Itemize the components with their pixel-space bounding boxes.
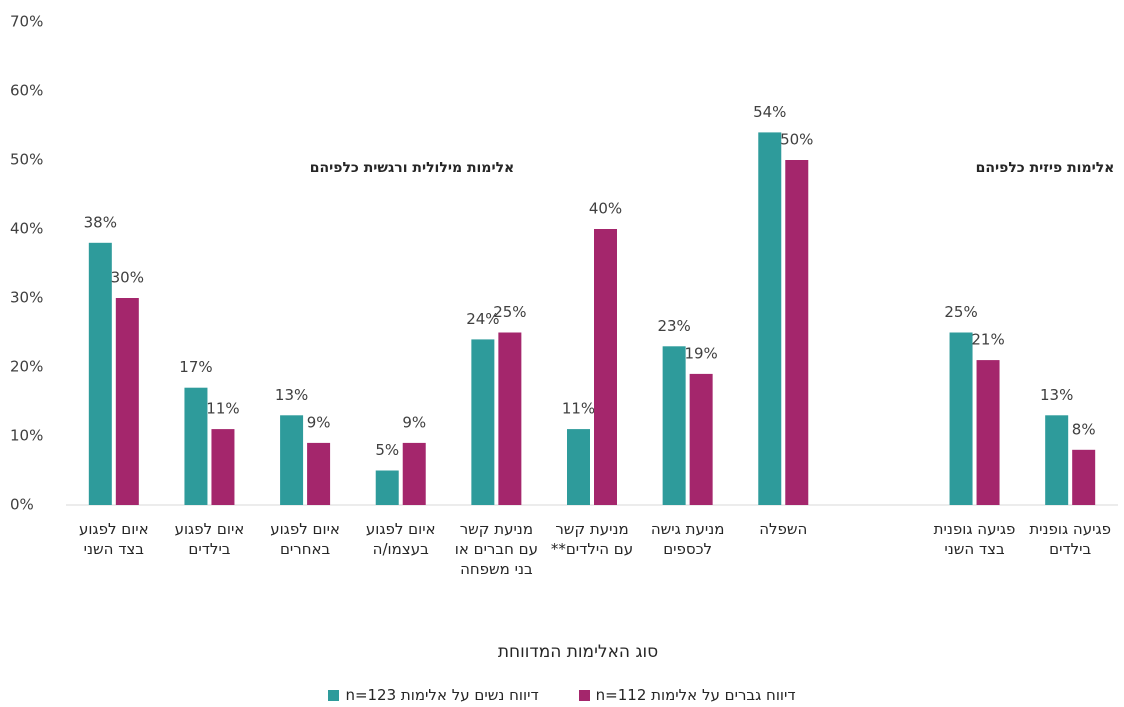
x-tick-label-box: השפלה <box>759 520 808 538</box>
value-label: 23% <box>657 317 690 335</box>
y-tick-label: 70% <box>10 13 43 31</box>
bar <box>471 339 495 505</box>
value-label: 38% <box>84 213 117 231</box>
legend-item: דיווח גברים על אלימות n=112 <box>578 686 796 704</box>
x-tick-label: מניעת קשר עם הילדים** <box>550 520 634 558</box>
value-label: 19% <box>684 344 717 362</box>
value-label: 24% <box>466 310 499 328</box>
y-tick-label: 60% <box>10 82 43 100</box>
legend-swatch <box>328 689 340 701</box>
bar <box>280 415 304 505</box>
value-label: 30% <box>111 269 144 287</box>
y-tick-label: 50% <box>10 151 43 169</box>
bar <box>662 346 686 505</box>
bar <box>594 229 617 505</box>
value-label: 40% <box>589 200 622 218</box>
x-tick-label: פגיעה גופנית בצד השני <box>933 520 1016 558</box>
chart: אלימות מילולית ורגשית כלפיהם אלימות פיזי… <box>10 13 1118 662</box>
bar <box>498 332 522 505</box>
annotation: אלימות מילולית ורגשית כלפיהם <box>310 160 514 176</box>
bar <box>307 442 331 505</box>
bar <box>211 429 235 505</box>
y-tick-label: 40% <box>10 220 43 238</box>
y-tick-label: 0% <box>10 496 34 514</box>
annotation: אלימות פיזית כלפיהם <box>976 160 1115 176</box>
value-label: 25% <box>493 303 526 321</box>
y-tick-label: 30% <box>10 289 43 307</box>
x-tick-label-box: איום לפגוע בילדים <box>174 520 245 558</box>
x-axis-label: סוג האלימות המדווחת <box>498 642 658 662</box>
x-tick-label-box: מניעת קשר עם הילדים** <box>550 520 634 558</box>
legend: דיווח נשים על אלימות n=123 דיווח גברים על… <box>0 686 1124 704</box>
bar <box>375 470 399 505</box>
x-tick-label: איום לפגוע בצד השני <box>78 520 149 558</box>
x-tick-label-box: פגיעה גופנית בצד השני <box>933 520 1016 558</box>
bar <box>88 242 112 506</box>
value-label: 54% <box>753 103 786 121</box>
bar <box>1072 449 1096 505</box>
bar <box>402 442 426 505</box>
y-tick-label: 20% <box>10 358 43 376</box>
legend-item: דיווח נשים על אלימות n=123 <box>328 686 539 704</box>
x-tick-label-box: איום לפגוע בעצמו/ה <box>365 520 436 558</box>
bar <box>785 160 809 505</box>
bar <box>758 132 782 505</box>
bar <box>949 332 973 505</box>
legend-label: דיווח נשים על אלימות n=123 <box>345 686 539 704</box>
bar <box>976 360 1000 505</box>
bar <box>689 373 713 505</box>
value-label: 5% <box>375 441 399 459</box>
x-tick-label: השפלה <box>759 520 808 538</box>
value-label: 21% <box>971 331 1004 349</box>
x-tick-label-box: איום לפגוע בצד השני <box>78 520 149 558</box>
bar <box>567 429 590 505</box>
y-tick-label: 10% <box>10 427 43 445</box>
value-label: 13% <box>1040 386 1073 404</box>
value-label: 11% <box>562 400 595 418</box>
bar <box>184 387 208 505</box>
x-tick-label: איום לפגוע באחרים <box>270 520 340 558</box>
x-tick-label-box: איום לפגוע באחרים <box>270 520 340 558</box>
value-label: 9% <box>402 413 426 431</box>
x-tick-label-box: פגיעה גופנית בילדים <box>1029 520 1112 558</box>
value-label: 11% <box>206 400 239 418</box>
bar <box>115 298 139 505</box>
x-tick-label: איום לפגוע בעצמו/ה <box>365 520 436 558</box>
value-label: 13% <box>275 386 308 404</box>
x-tick-label: מניעת קשר עם חברים או בני משפחה <box>454 520 538 578</box>
value-label: 17% <box>179 358 212 376</box>
x-tick-label-box: מניעת קשר עם חברים או בני משפחה <box>454 520 538 578</box>
legend-swatch <box>578 689 590 701</box>
value-label: 50% <box>780 131 813 149</box>
x-tick-label: פגיעה גופנית בילדים <box>1029 520 1112 558</box>
value-label: 9% <box>307 413 331 431</box>
bar <box>1045 415 1069 505</box>
x-tick-label-box: מניעת גישה לכספים <box>650 520 725 558</box>
value-label: 25% <box>944 303 977 321</box>
x-tick-label: מניעת גישה לכספים <box>650 520 725 558</box>
x-tick-label: איום לפגוע בילדים <box>174 520 245 558</box>
value-label: 8% <box>1072 420 1096 438</box>
legend-label: דיווח גברים על אלימות n=112 <box>595 686 796 704</box>
